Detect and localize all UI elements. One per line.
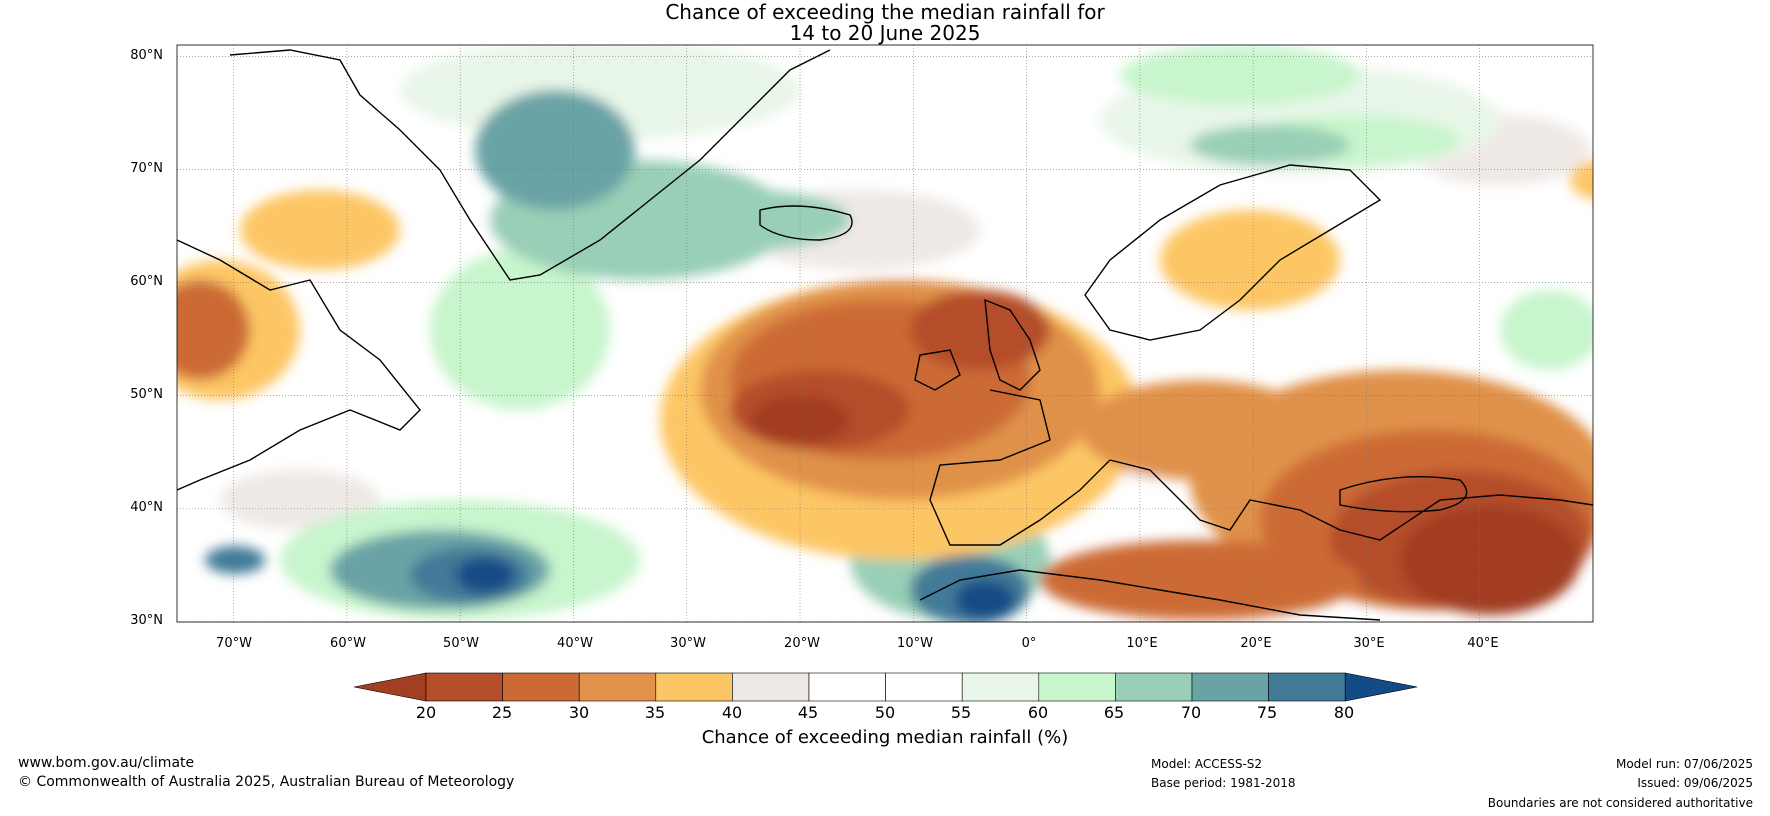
footer-disclaimer: Boundaries are not considered authoritat… [1487,796,1753,810]
footer-model-run: Model run: 07/06/2025 [1615,757,1753,771]
lon-label-0: 0° [1021,636,1037,651]
colorbar-segment [578,672,657,702]
lat-label-50n: 50°N [130,387,163,402]
colorbar-tick-35: 35 [644,703,666,722]
lon-label-10e: 10°E [1126,636,1158,651]
lon-label-10w: 10°W [897,636,933,651]
colorbar-tick-50: 50 [874,703,896,722]
colorbar [353,672,1418,702]
colorbar-tick-60: 60 [1027,703,1049,722]
lat-label-30n: 30°N [130,613,163,628]
map-title-line1: Chance of exceeding the median rainfall … [665,0,1105,24]
lon-label-20e: 20°E [1240,636,1272,651]
colorbar-extend-low [353,672,427,702]
rainfall-probability-field [177,45,1593,622]
lon-label-30w: 30°W [670,636,706,651]
footer-base-period: Base period: 1981-2018 [1151,776,1296,790]
map-title-line2: 14 to 20 June 2025 [789,21,981,45]
colorbar-tick-40: 40 [721,703,743,722]
colorbar-tick-45: 45 [797,703,819,722]
footer-issued: Issued: 09/06/2025 [1637,776,1753,790]
colorbar-segment [961,672,1040,702]
colorbar-tick-20: 20 [415,703,437,722]
lon-label-60w: 60°W [330,636,366,651]
colorbar-segment [425,672,503,702]
coastlines [177,49,1593,621]
colorbar-tick-25: 25 [491,703,513,722]
colorbar-segment [1268,672,1346,702]
lon-label-70w: 70°W [216,636,252,651]
footer-website: www.bom.gov.au/climate [18,755,195,771]
colorbar-segment [655,672,733,702]
lon-label-40w: 40°W [557,636,593,651]
colorbar-tick-65: 65 [1103,703,1125,722]
colorbar-tick-70: 70 [1180,703,1202,722]
colorbar-extend-high [1344,672,1418,702]
footer-copyright: © Commonwealth of Australia 2025, Austra… [18,774,515,790]
lon-label-50w: 50°W [443,636,479,651]
colorbar-segment [885,672,963,702]
lon-label-20w: 20°W [784,636,820,651]
lat-label-60n: 60°N [130,274,163,289]
lat-label-70n: 70°N [130,161,163,176]
colorbar-segment [1038,672,1116,702]
lon-label-40e: 40°E [1467,636,1499,651]
colorbar-segment [502,672,580,702]
colorbar-segment [1115,672,1193,702]
lat-label-40n: 40°N [130,500,163,515]
lat-label-80n: 80°N [130,48,163,63]
colorbar-label: Chance of exceeding median rainfall (%) [701,727,1069,748]
colorbar-segment [808,672,886,702]
colorbar-segment [1191,672,1269,702]
colorbar-segment [732,672,810,702]
colorbar-tick-75: 75 [1256,703,1278,722]
colorbar-tick-80: 80 [1333,703,1355,722]
map-frame [176,44,1594,623]
lon-label-30e: 30°E [1353,636,1385,651]
footer-model: Model: ACCESS-S2 [1151,757,1263,771]
colorbar-tick-30: 30 [568,703,590,722]
colorbar-tick-55: 55 [950,703,972,722]
